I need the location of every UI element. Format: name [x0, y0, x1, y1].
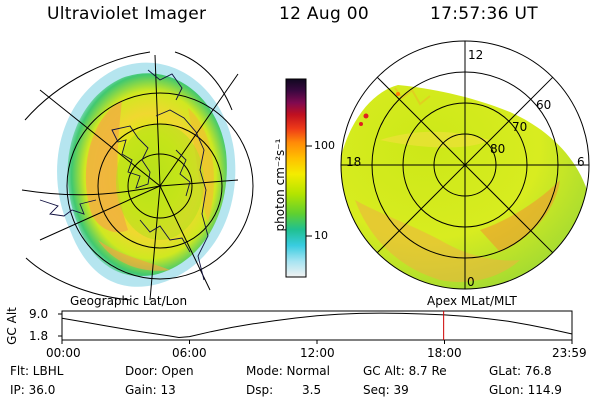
info-filter: Flt: LBHL [10, 364, 64, 378]
mlat-label-60: 60 [536, 98, 552, 112]
polar-grid [340, 40, 590, 290]
colorbar-unit-label: photon cm⁻²s⁻¹ [273, 138, 287, 232]
altitude-tick-high: 9.0 [29, 307, 49, 321]
info-gain: Gain: 13 [125, 383, 176, 397]
info-glat: GLat: 76.8 [489, 364, 552, 378]
mlt-label-18: 18 [346, 155, 362, 169]
time-tick-1800: 18:00 [427, 346, 462, 360]
info-mode: Mode: Normal [246, 364, 330, 378]
info-gc-alt: GC Alt: 8.7 Re [363, 364, 447, 378]
left-panel-caption: Geographic Lat/Lon [70, 294, 188, 308]
mlt-label-12: 12 [468, 48, 484, 62]
time-tick-1200: 12:00 [300, 346, 335, 360]
time-tick-2359: 23:59 [552, 346, 587, 360]
info-dsp-value: 3.5 [302, 383, 322, 397]
info-seq: Seq: 39 [363, 383, 409, 397]
time-tick-0000: 00:00 [46, 346, 81, 360]
geographic-image-panel [21, 51, 254, 301]
altitude-axis-label: GC Alt [5, 307, 19, 345]
orbit-altitude-plot [58, 310, 573, 344]
info-dsp: Dsp: [246, 383, 274, 397]
intensity-colorbar [285, 78, 312, 278]
info-door: Door: Open [125, 364, 194, 378]
orbit-altitude-curve [61, 312, 572, 339]
mlt-label-0: 0 [467, 275, 475, 289]
instrument-title: Ultraviolet Imager [47, 4, 207, 24]
info-ip: IP: 36.0 [10, 383, 56, 397]
mlat-label-80: 80 [490, 142, 506, 156]
mlat-label-70: 70 [512, 120, 528, 134]
mlt-label-6: 6 [577, 155, 585, 169]
observation-time: 17:57:36 UT [430, 4, 538, 24]
magnetic-polar-panel [340, 40, 590, 290]
right-panel-caption: Apex MLat/MLT [427, 294, 517, 308]
time-tick-0600: 06:00 [172, 346, 207, 360]
colorbar-tick-10: 10 [314, 229, 328, 242]
coastline-outlines [39, 69, 209, 281]
info-glon: GLon: 114.9 [489, 383, 562, 397]
colorbar-tick-100: 100 [314, 139, 335, 152]
geographic-grid [21, 51, 254, 301]
observation-date: 12 Aug 00 [279, 4, 369, 24]
altitude-tick-low: 1.8 [29, 329, 49, 343]
